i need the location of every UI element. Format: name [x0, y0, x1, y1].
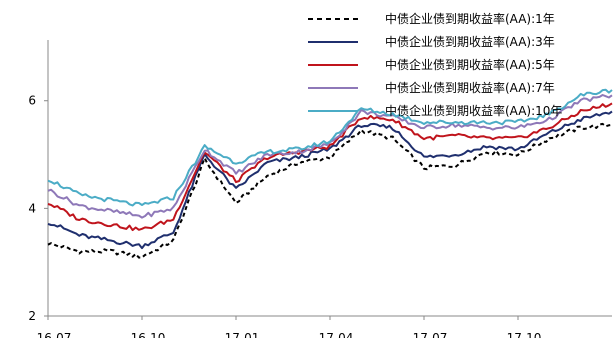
legend-label-2: 中债企业债到期收益率(AA):3年: [385, 34, 555, 49]
x-tick-label: 17-04: [319, 331, 354, 338]
series-line-5: [47, 88, 613, 207]
series-line-1: [47, 122, 613, 259]
legend-label-4: 中债企业债到期收益率(AA):7年: [385, 80, 555, 95]
x-tick-label: 17-01: [225, 331, 260, 338]
y-tick-label: 4: [28, 201, 36, 215]
x-tick-label: 17-07: [413, 331, 448, 338]
legend-label-5: 中债企业债到期收益率(AA):10年: [385, 103, 562, 118]
x-tick-label: 16-10: [131, 331, 166, 338]
x-tick-label: 17-10: [507, 331, 542, 338]
legend-label-1: 中债企业债到期收益率(AA):1年: [385, 11, 555, 26]
y-tick-label: 2: [28, 309, 36, 323]
series-line-3: [47, 102, 613, 232]
series-line-2: [47, 110, 613, 250]
y-tick-label: 6: [28, 94, 36, 108]
legend-label-3: 中债企业债到期收益率(AA):5年: [385, 57, 555, 72]
axes: 2 4 6 16-07 16-10 17-01 17-04 17-07 17-10: [28, 40, 612, 338]
legend: 中债企业债到期收益率(AA):1年中债企业债到期收益率(AA):3年中债企业债到…: [308, 11, 562, 118]
series-lines: [47, 88, 613, 259]
x-tick-label: 16-07: [37, 331, 72, 338]
